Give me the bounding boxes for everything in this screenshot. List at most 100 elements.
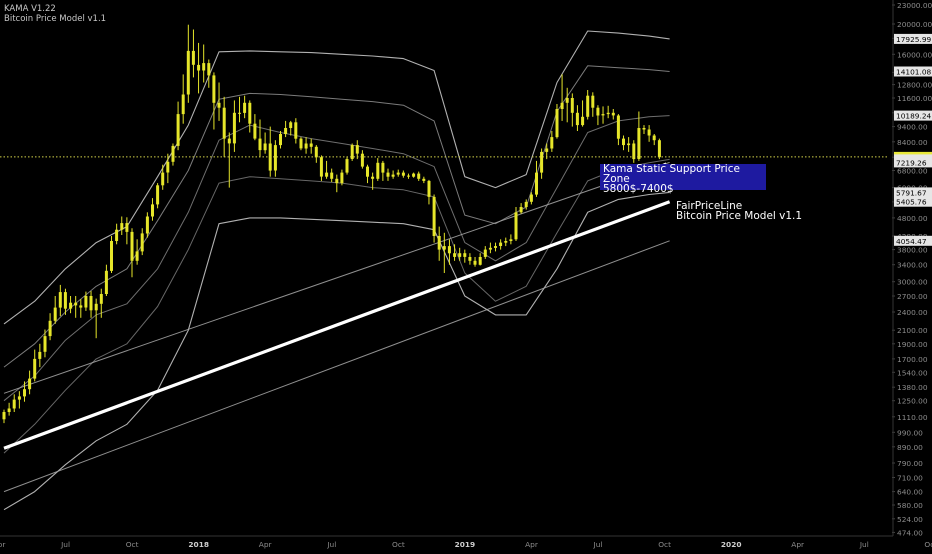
x-tick-label: Jul [326, 540, 336, 549]
candle-body [48, 320, 52, 337]
candle-body [509, 239, 513, 241]
candle-body [632, 143, 636, 160]
candle-body [222, 107, 226, 139]
y-tick-label: 2100.00 [897, 326, 928, 335]
candle-body [376, 162, 380, 179]
candle-body [391, 174, 395, 177]
candle-body [243, 102, 247, 113]
fair-price-title: FairPriceLine [676, 200, 743, 212]
line-fair-price [3, 200, 671, 450]
candle-body [38, 351, 42, 359]
candle-body [483, 249, 487, 257]
y-tick-label: 790.00 [897, 459, 923, 468]
price-label-text: 5791.67 [896, 188, 927, 197]
candle-body [69, 302, 73, 309]
candle-body [94, 303, 98, 311]
y-tick-label: 580.00 [897, 501, 923, 510]
candle-body [156, 185, 160, 205]
candle-body [232, 112, 236, 144]
y-tick-label: 1110.00 [897, 413, 928, 422]
candle-body [325, 172, 329, 177]
candle-body [596, 107, 600, 116]
price-label: 5405.76 [894, 196, 932, 207]
candle-body [227, 138, 231, 144]
price-label-box [894, 157, 932, 168]
price-label-text: 14101.08 [896, 68, 932, 77]
candle-body [289, 122, 293, 128]
fair-price-annotation[interactable]: FairPriceLine Bitcoin Price Model v1.1 [676, 200, 802, 222]
x-tick-label: Apr [525, 540, 539, 549]
candle-body [28, 378, 32, 390]
x-tick-label: Oct [392, 540, 405, 549]
candle-body [43, 336, 47, 352]
candle-body [575, 112, 579, 126]
candle-body [371, 176, 375, 179]
y-tick-label: 12800.00 [897, 81, 932, 90]
candle-body [115, 229, 119, 241]
candle-body [335, 178, 339, 184]
price-label-box [894, 33, 932, 44]
candle-body [84, 296, 88, 308]
candle-body [212, 75, 216, 103]
y-tick-label: 474.00 [897, 528, 923, 537]
candle-body [453, 253, 457, 257]
candle-body [606, 112, 610, 115]
candle-body [120, 223, 124, 230]
candle-body [89, 296, 93, 311]
price-label-text: 17925.99 [896, 35, 932, 44]
candle-body [488, 247, 492, 250]
support-zone-annotation[interactable]: Kama Static Support Price Zone 5800$-740… [600, 164, 766, 194]
candle-body [125, 223, 129, 232]
x-tick-label: Oct [126, 540, 139, 549]
candle-body [217, 102, 221, 108]
candle-body [637, 128, 641, 159]
candle-body [360, 153, 364, 167]
candle-body [63, 292, 67, 309]
candle-body [437, 236, 441, 250]
y-tick-label: 524.00 [897, 515, 923, 524]
y-tick-label: 20000.00 [897, 20, 932, 29]
x-tick-label: 2020 [721, 540, 742, 549]
y-tick-label: 1900.00 [897, 340, 928, 349]
candle-body [130, 231, 134, 261]
candle-body [616, 115, 620, 139]
candle-body [622, 138, 625, 146]
y-tick-label: 2400.00 [897, 308, 928, 317]
candle-body [350, 145, 354, 159]
candle-body [565, 98, 569, 103]
support-zone-subtitle: Zone [603, 173, 630, 185]
candle-body [258, 138, 262, 151]
price-label: 17925.99 [894, 33, 932, 44]
y-tick-label: 3000.00 [897, 278, 928, 287]
price-label-box [894, 235, 932, 246]
candle-body [545, 148, 549, 152]
y-tick-label: 1380.00 [897, 383, 928, 392]
candle-body [417, 173, 421, 179]
candle-body [171, 145, 175, 162]
candle-body [238, 112, 241, 114]
candle-body [540, 151, 544, 173]
y-tick-label: 1250.00 [897, 397, 928, 406]
line-lower-outer [3, 191, 670, 511]
candle-body [314, 146, 318, 158]
candle-body [279, 134, 282, 146]
legend-price-model[interactable]: Bitcoin Price Model v1.1 [4, 14, 107, 24]
candle-body [386, 172, 390, 177]
candle-body [58, 292, 62, 308]
candle-body [550, 137, 554, 149]
line-channel-upper [3, 161, 670, 394]
x-tick-label: Apr [259, 540, 273, 549]
candle-body [407, 175, 410, 177]
candle-body [514, 212, 518, 240]
legend-kama[interactable]: KAMA V1.22 [4, 4, 56, 14]
candle-body [627, 143, 631, 146]
candle-body [345, 159, 349, 173]
candle-body [355, 145, 359, 154]
candle-body [586, 95, 590, 117]
candle-body [53, 307, 57, 321]
candle-body [340, 172, 344, 184]
candle-body [657, 140, 661, 158]
candle-body [458, 253, 462, 257]
